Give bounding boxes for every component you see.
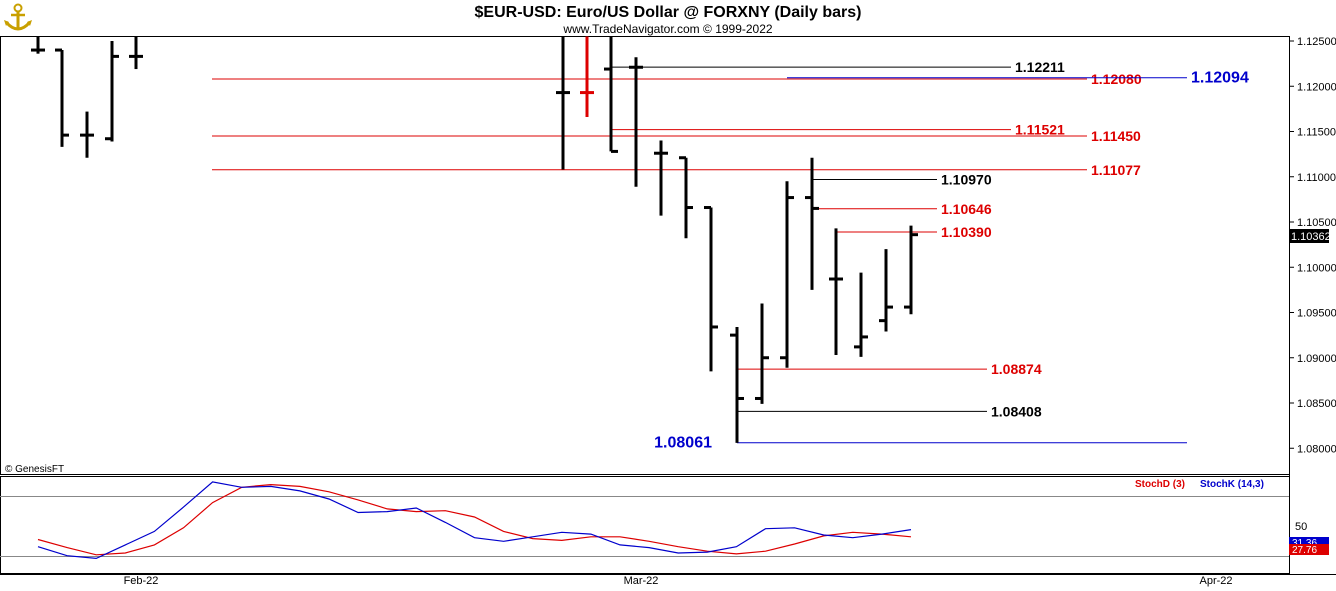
ohlc-bar xyxy=(129,36,143,70)
level-label: 1.08874 xyxy=(991,361,1042,377)
price-panel xyxy=(0,36,1290,475)
price-bars xyxy=(31,36,918,443)
level-label: 1.12094 xyxy=(1191,70,1249,87)
last-price-marker: 1.10362 xyxy=(1289,229,1331,243)
xtick-mar: Mar-22 xyxy=(624,575,659,587)
price-tick-label: 1.09500 xyxy=(1297,308,1336,320)
stoch-series-line xyxy=(37,481,912,560)
ohlc-bar xyxy=(854,272,868,357)
copyright-label: © GenesisFT xyxy=(5,464,64,475)
level-label: 1.10646 xyxy=(941,201,992,217)
price-tick-label: 1.11000 xyxy=(1297,172,1336,184)
ohlc-bar xyxy=(654,140,668,216)
anchor-logo-icon xyxy=(4,3,32,31)
x-axis: Feb-22 Mar-22 Apr-22 xyxy=(0,574,1336,587)
right-axis-area xyxy=(1289,36,1336,591)
price-tick-label: 1.09000 xyxy=(1297,353,1336,365)
stochk-last-value: 31.36 xyxy=(1292,538,1317,549)
ohlc-bar xyxy=(556,36,570,170)
price-level: 1.10646 xyxy=(812,201,992,217)
ohlc-bar xyxy=(31,36,45,54)
level-label: 1.08408 xyxy=(991,403,1042,419)
stoch-panel xyxy=(0,476,1290,574)
xtick-apr: Apr-22 xyxy=(1199,575,1232,587)
chart-title: $EUR-USD: Euro/US Dollar @ FORXNY (Daily… xyxy=(475,4,862,21)
level-label: 1.08061 xyxy=(654,435,712,452)
price-tick-label: 1.08000 xyxy=(1297,443,1336,455)
legend-stochd: StochD (3) xyxy=(1135,479,1185,490)
price-level: 1.08874 xyxy=(737,361,1042,377)
level-label: 1.11450 xyxy=(1091,128,1141,144)
stoch-tick-50: 50 xyxy=(1295,521,1307,533)
price-tick-label: 1.11500 xyxy=(1297,127,1336,139)
price-level: 1.12211 xyxy=(611,59,1065,75)
ohlc-bar xyxy=(55,48,69,147)
ohlc-bar xyxy=(904,225,918,315)
legend-stochk: StochK (14,3) xyxy=(1200,479,1264,490)
price-tick-label: 1.08500 xyxy=(1297,398,1336,410)
price-tick-label: 1.10500 xyxy=(1297,217,1336,229)
xtick-feb: Feb-22 xyxy=(124,575,159,587)
price-level: 1.10970 xyxy=(812,171,992,187)
level-label: 1.11077 xyxy=(1091,162,1141,178)
ohlc-bar xyxy=(105,41,119,142)
price-level: 1.11450 xyxy=(212,128,1141,144)
level-label: 1.10970 xyxy=(941,171,992,187)
price-levels: 1.12211 1.12080 1.12094 1.11521 1.11450 1.110… xyxy=(212,59,1249,452)
ohlc-bar xyxy=(679,156,693,239)
level-label: 1.10390 xyxy=(941,224,992,240)
level-label: 1.12211 xyxy=(1015,59,1065,75)
last-price-label: 1.10362 xyxy=(1291,231,1331,243)
ohlc-bar xyxy=(80,111,94,158)
ohlc-bar xyxy=(805,157,819,290)
stoch-lines xyxy=(37,481,912,560)
price-tick-label: 1.12500 xyxy=(1297,36,1336,48)
price-y-axis: 1.12500 1.12000 1.11500 1.11000 1.10500 1.100… xyxy=(1289,36,1336,455)
ohlc-bar xyxy=(879,249,893,332)
price-level: 1.10390 xyxy=(836,224,992,240)
ohlc-bar xyxy=(730,326,744,443)
ohlc-bar xyxy=(755,303,769,404)
price-level: 1.12094 xyxy=(787,70,1249,87)
price-level: 1.12080 xyxy=(212,71,1142,87)
price-level: 1.08061 xyxy=(654,435,1187,452)
price-level: 1.11077 xyxy=(212,162,1141,178)
chart-subtitle: www.TradeNavigator.com © 1999-2022 xyxy=(562,22,772,36)
ohlc-bar xyxy=(580,36,594,118)
ohlc-bar xyxy=(604,36,618,153)
price-tick-label: 1.12000 xyxy=(1297,81,1336,93)
stoch-last-values: 31.36 27.76 xyxy=(1289,537,1329,556)
ohlc-bar xyxy=(780,181,794,368)
stoch-series-line xyxy=(37,483,912,556)
ohlc-bar xyxy=(704,206,718,372)
price-level: 1.08408 xyxy=(737,403,1042,419)
level-label: 1.11521 xyxy=(1015,122,1065,138)
price-tick-label: 1.10000 xyxy=(1297,262,1336,274)
ohlc-bar xyxy=(629,57,643,187)
level-label: 1.12080 xyxy=(1091,71,1142,87)
price-level: 1.11521 xyxy=(611,122,1065,138)
stochd-last-value: 27.76 xyxy=(1292,545,1317,556)
ohlc-bar xyxy=(829,228,843,356)
